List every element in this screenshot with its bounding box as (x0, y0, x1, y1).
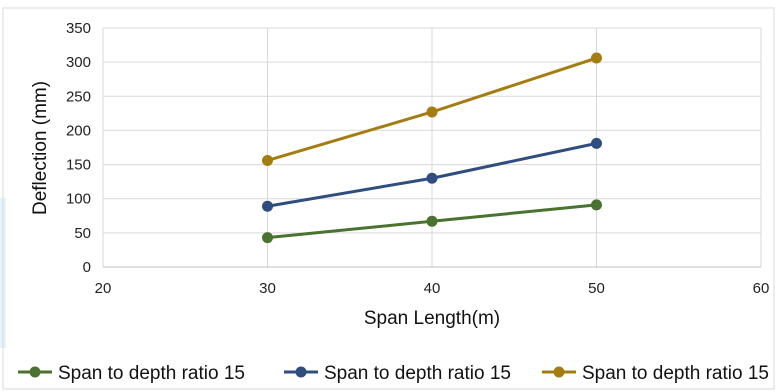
x-tick-label: 40 (424, 280, 441, 297)
legend-item: Span to depth ratio 15 (18, 363, 245, 384)
axes: 0 50 100 150 200 250 300 350 20 30 40 50 60 (66, 20, 769, 297)
data-point (262, 200, 273, 212)
series-1 (262, 199, 602, 244)
legend: Span to depth ratio 15 Span to depth rati… (18, 363, 769, 384)
series-3 (262, 52, 602, 166)
legend-swatch-marker (553, 366, 565, 378)
data-point (426, 172, 438, 184)
series-layer (262, 52, 602, 244)
legend-label: Span to depth ratio 15 (582, 363, 769, 384)
legend-label: Span to depth ratio 15 (58, 363, 245, 384)
data-point (426, 215, 438, 227)
grid-lines (102, 27, 762, 267)
x-axis-title: Span Length(m) (364, 308, 500, 329)
x-tick-label: 60 (753, 280, 770, 297)
legend-item: Span to depth ratio 15 (284, 363, 511, 384)
data-point (591, 137, 602, 149)
y-tick-label: 200 (66, 122, 91, 139)
data-point (591, 199, 602, 211)
y-tick-label: 100 (66, 191, 91, 208)
legend-label: Span to depth ratio 15 (324, 363, 511, 384)
series-2 (262, 137, 602, 212)
data-point (262, 154, 273, 166)
legend-swatch-marker (29, 366, 41, 378)
y-tick-label: 250 (66, 88, 91, 105)
y-axis-title: Deflection (mm) (30, 81, 51, 215)
x-tick-label: 50 (588, 280, 605, 297)
legend-swatch-marker (295, 366, 307, 378)
y-tick-label: 50 (74, 225, 91, 242)
x-tick-label: 30 (259, 280, 276, 297)
chart-border (2, 7, 775, 390)
data-point (262, 232, 273, 244)
y-tick-label: 300 (66, 54, 91, 71)
y-tick-label: 350 (66, 20, 91, 37)
legend-item: Span to depth ratio 15 (542, 363, 769, 384)
y-tick-label: 0 (83, 259, 91, 276)
x-tick-label: 20 (95, 280, 112, 297)
data-point (426, 106, 438, 118)
y-tick-label: 150 (66, 157, 91, 174)
data-point (591, 52, 602, 64)
